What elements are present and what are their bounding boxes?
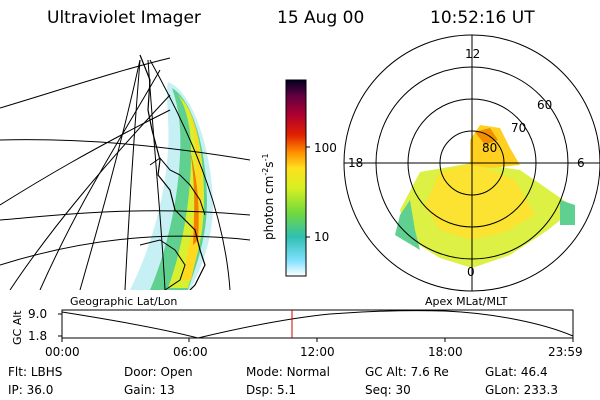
mlt-label-6: 6 (577, 156, 585, 170)
orbit-time-tick-1200: 12:00 (300, 345, 335, 359)
orbit-time-tick-0600: 06:00 (173, 345, 208, 359)
apex-panel-label: Apex MLat/MLT (425, 295, 508, 308)
info-flt: Flt: LBHS (8, 365, 63, 379)
geographic-panel-label: Geographic Lat/Lon (70, 295, 178, 308)
info-ip: IP: 36.0 (8, 383, 54, 397)
orbit-time-tick-0000: 00:00 (45, 345, 80, 359)
orbit-axis-ticks (58, 313, 574, 342)
image-time: 10:52:16 UT (430, 8, 535, 28)
lat-label-70: 70 (511, 121, 527, 135)
mlt-label-0: 0 (467, 265, 475, 279)
orbit-ytick-min: 1.8 (28, 329, 48, 343)
info-gc-alt: GC Alt: 7.6 Re (365, 365, 449, 379)
instrument-title: Ultraviolet Imager (47, 8, 201, 28)
polar-plot (343, 34, 600, 292)
orbit-time-tick-2359: 23:59 (548, 345, 583, 359)
colorbar (285, 79, 307, 277)
info-glon: GLon: 233.3 (485, 383, 558, 397)
mlt-label-18: 18 (348, 156, 364, 170)
colorbar-unit-label: photon cm-2s-1 (261, 153, 276, 240)
info-glat: GLat: 46.4 (485, 365, 548, 379)
lat-label-80: 80 (482, 141, 498, 155)
orbit-time-tick-1800: 18:00 (428, 345, 463, 359)
lat-label-60: 60 (537, 98, 553, 112)
info-mode: Mode: Normal (246, 365, 330, 379)
colorbar-label-10: 10 (314, 230, 330, 244)
orbit-ytick-max: 9.0 (28, 307, 48, 321)
geographic-map (0, 54, 251, 290)
info-gain: Gain: 13 (124, 383, 175, 397)
info-door: Door: Open (124, 365, 193, 379)
orbit-plot-frame (61, 309, 574, 339)
info-dsp: Dsp: 5.1 (246, 383, 297, 397)
image-date: 15 Aug 00 (277, 8, 365, 28)
orbit-altitude-curve (61, 310, 574, 339)
mlt-label-12: 12 (465, 47, 481, 61)
colorbar-label-100: 100 (314, 141, 337, 155)
info-seq: Seq: 30 (365, 383, 411, 397)
orbit-ylabel: GC Alt (11, 310, 24, 345)
